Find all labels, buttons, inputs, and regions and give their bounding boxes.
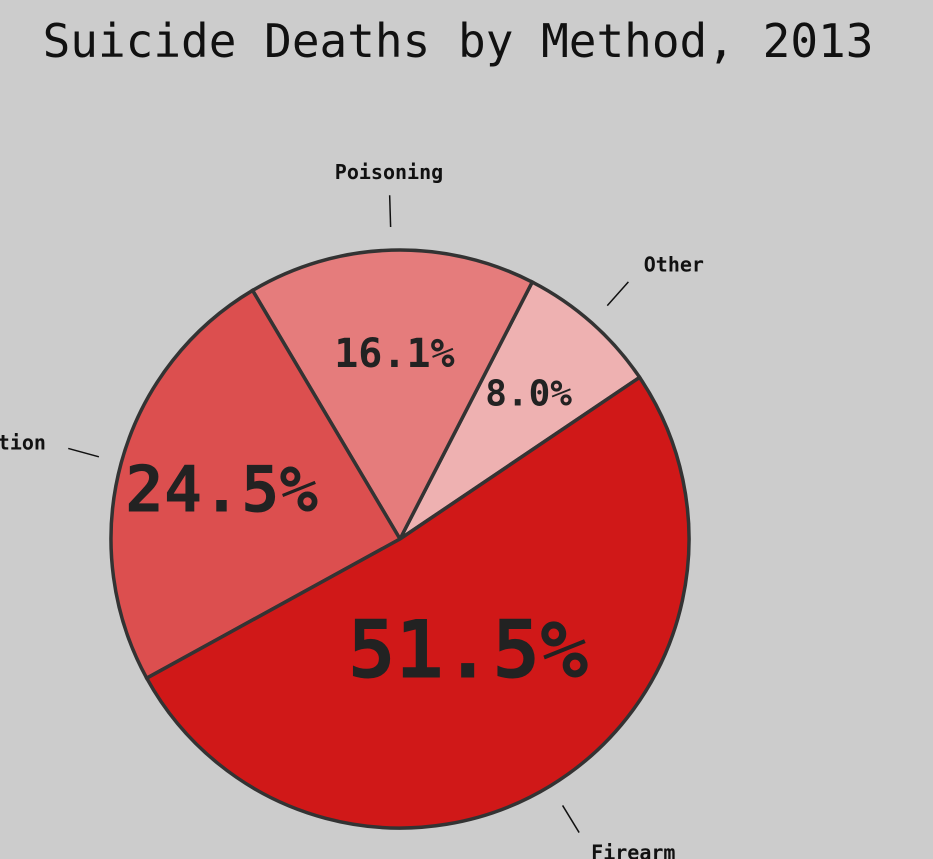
value-label-firearm: 51.5% — [347, 604, 588, 697]
labels-layer: 8.0% Other 16.1% Poisoning 24.5% Suffocation 5… — [0, 160, 704, 859]
category-label-other: Other — [644, 253, 704, 277]
chart-title: Suicide Deaths by Method, 2013 — [42, 14, 874, 68]
leader-line-other — [606, 281, 629, 307]
value-label-other: 8.0% — [485, 374, 572, 415]
leader-line-suffocation — [68, 447, 100, 458]
leader-line-firearm — [561, 805, 580, 833]
slice-firearm — [144, 374, 691, 830]
leaders-layer — [68, 195, 629, 833]
value-label-poisoning: 16.1% — [334, 331, 454, 377]
category-label-suffocation: Suffocation — [0, 430, 46, 454]
leader-line-poisoning — [388, 195, 392, 228]
category-label-poisoning: Poisoning — [335, 160, 443, 184]
slice-other — [398, 279, 643, 541]
slice-poisoning — [250, 248, 535, 543]
category-label-firearm: Firearm — [591, 840, 675, 859]
value-label-suffocation: 24.5% — [125, 453, 318, 527]
slice-suffocation — [109, 288, 403, 681]
slices-layer — [109, 248, 691, 830]
